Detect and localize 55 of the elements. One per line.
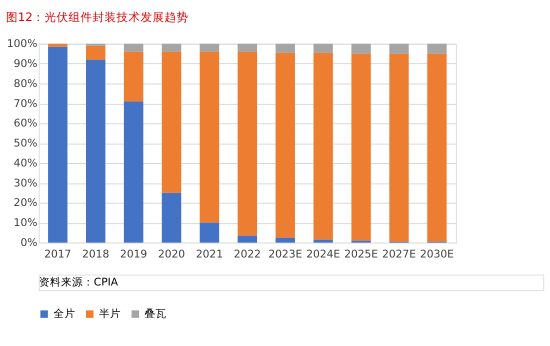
- bar: [389, 54, 409, 242]
- x-tick-label: 2021: [196, 248, 223, 261]
- bar: [200, 52, 220, 223]
- bar: [238, 236, 258, 243]
- bar: [276, 52, 295, 238]
- x-tick-label: 2017: [44, 248, 72, 261]
- bar: [200, 44, 220, 52]
- bar: [351, 44, 371, 54]
- bar: [162, 192, 182, 243]
- bar: [351, 54, 371, 241]
- bar: [313, 240, 333, 243]
- x-tick-label: 2020: [158, 248, 186, 261]
- bar: [86, 60, 106, 243]
- bar: [238, 52, 258, 236]
- chart-title: 图12：光伏组件封装技术发展趋势: [6, 10, 189, 24]
- x-tick-label: 2024E: [306, 248, 340, 261]
- x-tick-label: 2023E: [268, 248, 302, 261]
- bar: [427, 54, 447, 242]
- y-tick-label: 100%: [6, 37, 38, 50]
- x-tick-label: 2027E: [382, 248, 416, 261]
- y-tick-label: 70%: [14, 96, 38, 110]
- y-tick-label: 90%: [14, 57, 38, 70]
- bar: [124, 52, 144, 102]
- bar: [313, 52, 333, 240]
- bar: [389, 44, 409, 54]
- legend-label: 叠瓦: [144, 307, 167, 320]
- y-tick-label: 10%: [14, 216, 38, 230]
- y-tick-label: 20%: [14, 196, 38, 210]
- bar: [48, 46, 68, 243]
- bar: [124, 44, 144, 52]
- x-tick-label: 2018: [82, 248, 110, 261]
- bar: [313, 44, 333, 53]
- x-tick-label: 2019: [120, 248, 148, 261]
- bar: [200, 222, 220, 243]
- legend-label: 全片: [53, 307, 76, 320]
- bar: [276, 238, 295, 243]
- y-tick-label: 40%: [14, 156, 38, 170]
- y-tick-label: 0%: [20, 236, 38, 249]
- y-tick-label: 60%: [14, 116, 38, 130]
- y-tick-label: 30%: [14, 176, 38, 190]
- bar: [276, 44, 295, 53]
- bar: [86, 46, 106, 60]
- bar: [162, 44, 182, 52]
- bar: [238, 44, 258, 52]
- bar: [162, 52, 182, 193]
- y-tick-label: 80%: [14, 76, 38, 90]
- x-tick-label: 2025E: [344, 248, 378, 261]
- x-tick-label: 2022: [234, 248, 261, 261]
- bar: [427, 44, 447, 54]
- text: 资料来源：CPIA: [38, 275, 119, 288]
- bar: [48, 44, 68, 47]
- bar: [124, 101, 144, 243]
- legend-label: 半片: [98, 307, 121, 320]
- x-tick-label: 2030E: [420, 248, 454, 261]
- y-tick-label: 50%: [14, 136, 38, 150]
